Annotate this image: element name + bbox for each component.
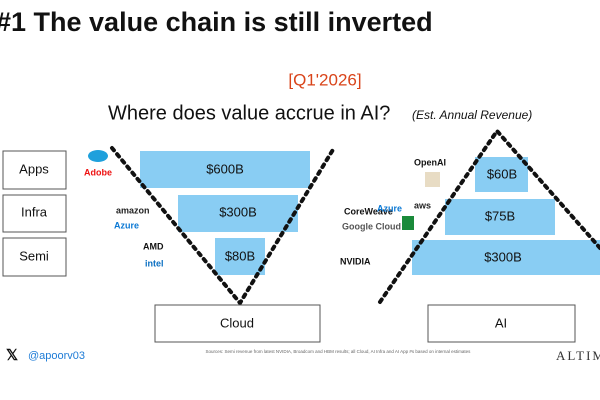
logo-icon (88, 150, 108, 162)
triangle (378, 127, 600, 304)
stack-label: AI (495, 315, 507, 330)
layer-box (2, 194, 67, 233)
revenue-label: $300B (219, 204, 257, 219)
logo: OpenAI (414, 157, 446, 167)
inverted-triangle (110, 146, 336, 307)
revenue-label: $80B (225, 248, 255, 263)
logo: Google Cloud (342, 221, 401, 231)
subtitle-note: (Est. Annual Revenue) (412, 108, 532, 122)
x-logo: 𝕏 (6, 347, 18, 364)
revenue-bar (412, 240, 600, 275)
stack-box (427, 304, 576, 343)
revenue-bar (178, 195, 298, 232)
brand: ALTIM (556, 348, 600, 363)
logo: Azure (377, 203, 402, 213)
logo: CoreWeave (344, 206, 393, 216)
slide-title: #1 The value chain is still inverted (0, 7, 433, 37)
revenue-bar (445, 199, 555, 235)
revenue-label: $600B (206, 161, 244, 176)
logo: NVIDIA (340, 256, 371, 266)
logo-icon (402, 216, 414, 230)
revenue-label: $300B (484, 249, 522, 264)
layer-label: Semi (19, 248, 49, 263)
layer-label: Infra (21, 204, 48, 219)
subtitle: Where does value accrue in AI? (108, 102, 390, 124)
logo: intel (145, 258, 164, 268)
revenue-bar (475, 157, 528, 192)
layer-box (2, 237, 67, 277)
revenue-label: $60B (487, 166, 517, 181)
source: Sources: Semi revenue from latest NVIDIA… (206, 349, 472, 354)
layer-box (2, 150, 67, 190)
logo: amazon (116, 205, 150, 215)
logo: Azure (114, 220, 139, 230)
logo-icon (425, 172, 440, 187)
logo: AMD (143, 241, 164, 251)
handle: @apoorv03 (28, 350, 85, 362)
revenue-bar (215, 238, 265, 275)
stack-label: Cloud (220, 315, 254, 330)
revenue-bar (140, 151, 310, 188)
logo: Adobe (84, 167, 112, 177)
logo: aws (414, 200, 431, 210)
stack-box (154, 304, 321, 343)
revenue-label: $75B (485, 208, 515, 223)
period: [Q1'2026] (288, 70, 361, 89)
layer-label: Apps (19, 161, 49, 176)
